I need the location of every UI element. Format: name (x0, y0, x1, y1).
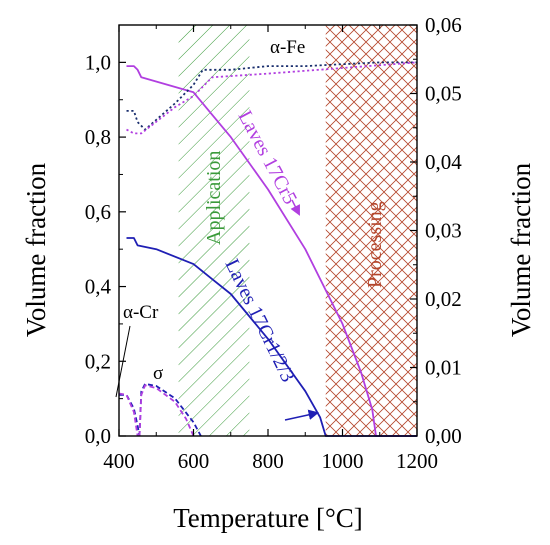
annotation-processing: Processing (364, 201, 386, 288)
region-application (178, 25, 250, 436)
y-left-tick-label: 1,0 (85, 50, 111, 74)
laves-17cr5-arrow (290, 199, 300, 216)
y-right-tick-label: 0,02 (425, 287, 462, 311)
y-left-tick-label: 0,2 (85, 349, 111, 373)
y-left-tick-label: 0,6 (85, 200, 111, 224)
series-fe-second-alloy (126, 61, 418, 135)
series- (138, 382, 202, 437)
y-left-tick-label: 0,0 (85, 424, 111, 448)
y-left-tick-label: 0,4 (85, 275, 112, 299)
y-right-tick-label: 0,01 (425, 356, 462, 380)
annotation-alpha-cr: α-Cr (123, 302, 159, 323)
y-right-tick-label: 0,03 (425, 219, 462, 243)
x-tick-label: 1000 (322, 449, 364, 473)
x-tick-label: 400 (103, 449, 135, 473)
series-second-alloy (138, 384, 195, 437)
y-right-tick-label: 0,05 (425, 82, 462, 106)
x-axis-title: Temperature [°C] (173, 503, 363, 533)
region-processing (325, 25, 417, 436)
x-tick-label: 1200 (396, 449, 438, 473)
series-laves-17cr1-2-3 (126, 237, 417, 437)
alpha-cr-pointer (115, 325, 131, 398)
annotation-application: Application (203, 151, 225, 245)
y-left-tick-label: 0,8 (85, 125, 111, 149)
laves-17cr123-arrow (284, 409, 320, 421)
y-right-tick-label: 0,00 (425, 424, 462, 448)
y-axis-title-right: Volume fraction (506, 162, 536, 337)
axis-ticks: 400 600 800 1000 1200 0,0 0,2 0,4 0,6 0,8 1,0 0,00 0… (85, 13, 463, 473)
y-right-tick-label: 0,06 (425, 13, 462, 37)
series-laves-17cr5 (126, 65, 417, 437)
y-axis-title-left: Volume fraction (21, 162, 51, 337)
shaded-regions (178, 25, 417, 436)
y-right-tick-label: 0,04 (425, 150, 462, 174)
series-lines (118, 61, 418, 437)
series-cr (119, 393, 141, 437)
x-tick-label: 600 (178, 449, 210, 473)
x-tick-label: 800 (252, 449, 284, 473)
series-cr-second-alloy (118, 392, 139, 437)
annotation-alpha-fe: α-Fe (270, 37, 305, 58)
annotation-sigma: σ (153, 363, 163, 384)
